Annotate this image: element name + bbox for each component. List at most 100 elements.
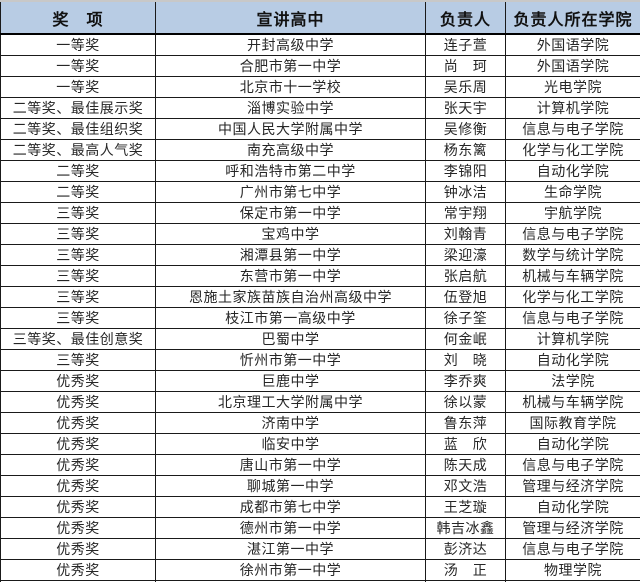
cell-college: 法学院 bbox=[505, 370, 640, 392]
cell-college: 信息与电子学院 bbox=[505, 307, 640, 329]
cell-person: 汤 正 bbox=[425, 559, 506, 581]
cell-school: 广州市第七中学 bbox=[155, 181, 426, 203]
cell-school: 中国人民大学附属中学 bbox=[155, 118, 426, 140]
cell-college: 自动化学院 bbox=[505, 160, 640, 182]
cell-college: 化学与化工学院 bbox=[505, 139, 640, 161]
cell-college: 自动化学院 bbox=[505, 433, 640, 455]
table-row: 三等奖 东营市第一中学 张启航 机械与车辆学院 bbox=[0, 265, 640, 287]
cell-award: 优秀奖 bbox=[0, 496, 156, 518]
cell-person: 王芝璇 bbox=[425, 496, 506, 518]
cell-person: 张启航 bbox=[425, 265, 506, 287]
cell-college: 外国语学院 bbox=[505, 33, 640, 56]
cell-person: 张天宇 bbox=[425, 97, 506, 119]
cell-award: 三等奖 bbox=[0, 244, 156, 266]
cell-college: 信息与电子学院 bbox=[505, 538, 640, 560]
cell-college: 管理与经济学院 bbox=[505, 475, 640, 497]
cell-award: 三等奖、最佳创意奖 bbox=[0, 328, 156, 350]
cell-college: 信息与电子学院 bbox=[505, 118, 640, 140]
cell-award: 一等奖 bbox=[0, 55, 156, 77]
cell-award: 优秀奖 bbox=[0, 454, 156, 476]
cell-award: 优秀奖 bbox=[0, 517, 156, 539]
cell-award: 一等奖 bbox=[0, 76, 156, 98]
cell-person: 吴修衡 bbox=[425, 118, 506, 140]
table-row: 优秀奖 唐山市第一中学 陈天成 信息与电子学院 bbox=[0, 454, 640, 476]
cell-college: 宇航学院 bbox=[505, 202, 640, 224]
table-row: 一等奖 北京市十一学校 吴乐周 光电学院 bbox=[0, 76, 640, 98]
cell-person: 吴乐周 bbox=[425, 76, 506, 98]
table-row: 二等奖 呼和浩特市第二中学 李锦阳 自动化学院 bbox=[0, 160, 640, 182]
cell-award: 优秀奖 bbox=[0, 433, 156, 455]
cell-person: 鲁东萍 bbox=[425, 412, 506, 434]
cell-school: 巴蜀中学 bbox=[155, 328, 426, 350]
cell-person: 徐子筌 bbox=[425, 307, 506, 329]
table-row: 三等奖 忻州市第一中学 刘 晓 自动化学院 bbox=[0, 349, 640, 371]
header-award: 奖 项 bbox=[0, 0, 156, 35]
cell-school: 德州市第一中学 bbox=[155, 517, 426, 539]
cell-school: 保定市第一中学 bbox=[155, 202, 426, 224]
table-header: 奖 项 宣讲高中 负责人 负责人所在学院 bbox=[0, 0, 640, 35]
cell-school: 临安中学 bbox=[155, 433, 426, 455]
table-row: 二等奖、最高人气奖 南充高级中学 杨东篱 化学与化工学院 bbox=[0, 139, 640, 161]
cell-award: 二等奖、最佳组织奖 bbox=[0, 118, 156, 140]
cell-college: 外国语学院 bbox=[505, 55, 640, 77]
cell-award: 一等奖 bbox=[0, 33, 156, 56]
cell-person: 钟冰洁 bbox=[425, 181, 506, 203]
cell-school: 聊城第一中学 bbox=[155, 475, 426, 497]
table-row: 优秀奖 北京理工大学附属中学 徐以蒙 机械与车辆学院 bbox=[0, 391, 640, 413]
cell-school: 南充高级中学 bbox=[155, 139, 426, 161]
table-row: 一等奖 开封高级中学 连子萱 外国语学院 bbox=[0, 33, 640, 56]
cell-school: 东营市第一中学 bbox=[155, 265, 426, 287]
cell-school: 济南中学 bbox=[155, 412, 426, 434]
table-row: 三等奖 枝江市第一高级中学 徐子筌 信息与电子学院 bbox=[0, 307, 640, 329]
cell-person: 梁迎濠 bbox=[425, 244, 506, 266]
cell-award: 三等奖 bbox=[0, 286, 156, 308]
cell-college: 化学与化工学院 bbox=[505, 286, 640, 308]
cell-school: 湘潭县第一中学 bbox=[155, 244, 426, 266]
cell-school: 唐山市第一中学 bbox=[155, 454, 426, 476]
table-row: 二等奖 广州市第七中学 钟冰洁 生命学院 bbox=[0, 181, 640, 203]
table-row: 三等奖 恩施土家族苗族自治州高级中学 伍登旭 化学与化工学院 bbox=[0, 286, 640, 308]
table-row: 优秀奖 聊城第一中学 邓文浩 管理与经济学院 bbox=[0, 475, 640, 497]
cell-award: 优秀奖 bbox=[0, 412, 156, 434]
cell-person: 李锦阳 bbox=[425, 160, 506, 182]
table-row: 优秀奖 临安中学 蓝 欣 自动化学院 bbox=[0, 433, 640, 455]
header-person: 负责人 bbox=[425, 0, 506, 35]
table-row: 三等奖、最佳创意奖 巴蜀中学 何金岷 计算机学院 bbox=[0, 328, 640, 350]
cell-award: 二等奖 bbox=[0, 160, 156, 182]
cell-school: 湛江第一中学 bbox=[155, 538, 426, 560]
cell-person: 刘翰青 bbox=[425, 223, 506, 245]
cell-award: 三等奖 bbox=[0, 265, 156, 287]
header-college: 负责人所在学院 bbox=[505, 0, 640, 35]
cell-school: 徐州市第一中学 bbox=[155, 559, 426, 581]
cell-college: 自动化学院 bbox=[505, 349, 640, 371]
cell-person: 彭济达 bbox=[425, 538, 506, 560]
cell-award: 优秀奖 bbox=[0, 538, 156, 560]
table-row: 优秀奖 成都市第七中学 王芝璇 自动化学院 bbox=[0, 496, 640, 518]
cell-award: 优秀奖 bbox=[0, 475, 156, 497]
cell-school: 成都市第七中学 bbox=[155, 496, 426, 518]
cell-college: 国际教育学院 bbox=[505, 412, 640, 434]
cell-college: 机械与车辆学院 bbox=[505, 391, 640, 413]
cell-award: 优秀奖 bbox=[0, 559, 156, 581]
cell-college: 自动化学院 bbox=[505, 496, 640, 518]
cell-college: 计算机学院 bbox=[505, 97, 640, 119]
cell-person: 陈天成 bbox=[425, 454, 506, 476]
cell-award: 二等奖、最高人气奖 bbox=[0, 139, 156, 161]
cell-person: 李乔爽 bbox=[425, 370, 506, 392]
cell-college: 管理与经济学院 bbox=[505, 517, 640, 539]
cell-person: 杨东篱 bbox=[425, 139, 506, 161]
cell-person: 常宇翔 bbox=[425, 202, 506, 224]
cell-college: 光电学院 bbox=[505, 76, 640, 98]
table-body: 一等奖 开封高级中学 连子萱 外国语学院 一等奖 合肥市第一中学 尚 珂 外国语… bbox=[0, 33, 640, 582]
cell-award: 优秀奖 bbox=[0, 391, 156, 413]
cell-school: 北京市十一学校 bbox=[155, 76, 426, 98]
table-row: 一等奖 合肥市第一中学 尚 珂 外国语学院 bbox=[0, 55, 640, 77]
cell-person: 尚 珂 bbox=[425, 55, 506, 77]
table-row: 优秀奖 济南中学 鲁东萍 国际教育学院 bbox=[0, 412, 640, 434]
table-row: 优秀奖 巨鹿中学 李乔爽 法学院 bbox=[0, 370, 640, 392]
cell-school: 呼和浩特市第二中学 bbox=[155, 160, 426, 182]
cell-award: 三等奖 bbox=[0, 202, 156, 224]
table-row: 优秀奖 徐州市第一中学 汤 正 物理学院 bbox=[0, 559, 640, 581]
cell-award: 二等奖 bbox=[0, 181, 156, 203]
